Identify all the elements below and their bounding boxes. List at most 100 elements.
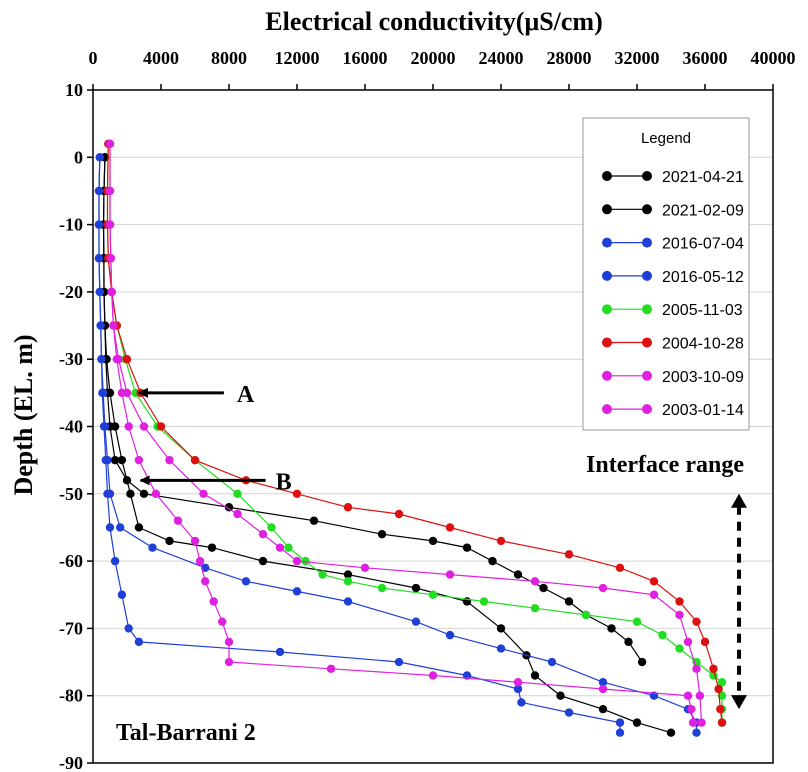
x-tick-label: 0 [89,48,98,68]
data-point [564,550,574,559]
data-point [607,624,616,633]
data-point [103,455,112,465]
legend-swatch-marker [602,270,612,281]
data-point [105,388,115,398]
data-point [692,617,701,626]
data-point [513,570,523,579]
data-point [445,523,455,532]
site-label: Tal-Barrani 2 [116,720,256,746]
data-point [445,630,455,640]
data-point [94,220,104,229]
data-point [411,617,421,626]
legend-items: 2021-04-21 2021-02-09 2016-07-04 2016-05-12… [602,169,744,419]
legend-title: Legend [641,130,691,147]
legend-item[interactable]: 2016-05-12 [602,269,744,286]
data-point [116,523,125,532]
x-tick-label: 28000 [547,48,592,68]
data-point [688,718,698,727]
legend-item[interactable]: 2021-04-21 [602,169,744,186]
x-tick-label: 40000 [751,48,796,68]
data-point [377,583,387,593]
legend-label: 2003-10-09 [662,369,744,386]
data-point [428,671,438,680]
data-point [105,220,115,229]
data-point [496,536,506,546]
legend-swatch-marker [602,304,612,315]
y-tick-label: -90 [59,753,83,772]
data-point [513,678,523,687]
data-point [97,355,106,364]
data-point [683,637,693,647]
y-tick-label: 0 [74,147,83,167]
data-point [692,657,701,667]
data-point [190,455,200,465]
data-point [530,577,540,586]
data-point [124,624,133,633]
data-point [649,577,659,586]
data-point [632,617,642,626]
data-point [301,556,310,566]
x-tick-label: 12000 [275,48,320,68]
x-tick-label: 16000 [343,48,388,68]
data-point [687,704,696,714]
data-point [105,139,115,149]
legend-item[interactable]: 2003-01-14 [602,402,744,419]
data-point [547,657,557,667]
data-point [94,186,104,196]
legend-swatch-marker [602,171,612,181]
legend-label: 2021-04-21 [662,169,744,186]
data-point [156,422,166,431]
data-point [241,577,251,586]
legend-item[interactable]: 2016-07-04 [602,236,744,253]
data-point [99,388,108,398]
series-line [98,157,698,733]
y-tick-label: -60 [59,551,83,571]
data-point [539,583,548,593]
legend-swatch-marker [642,204,652,215]
data-point [716,704,725,714]
data-point [714,684,723,694]
legend-swatch-marker [642,370,652,381]
data-point [126,489,135,498]
data-point [675,644,684,653]
legend-label: 2021-02-09 [662,202,744,219]
legend-item[interactable]: 2004-10-28 [602,336,744,353]
annotation-b: B [139,469,292,495]
data-point [233,489,242,498]
legend[interactable]: Legend 2021-04-21 2021-02-09 2016-07-04 201… [582,117,750,431]
data-point [479,597,489,606]
data-point [675,610,684,620]
data-point [107,287,116,297]
data-point [218,617,227,626]
legend-swatch-marker [602,237,612,248]
data-point [697,718,706,727]
legend-item[interactable]: 2003-10-09 [602,369,744,386]
data-point [624,637,633,647]
legend-swatch-marker [642,270,652,281]
legend-label: 2016-07-04 [662,236,744,253]
interface-range-arrowhead-top [731,493,747,508]
data-point [165,536,174,546]
data-point [139,422,149,431]
x-tick-label: 36000 [683,48,728,68]
data-point [224,657,234,667]
data-point [394,657,404,667]
data-point [632,718,642,727]
data-point [258,556,268,566]
data-point [615,728,625,737]
data-point [666,728,676,737]
data-point [122,355,132,364]
data-point [100,422,110,431]
legend-item[interactable]: 2005-11-03 [602,302,743,319]
data-point [207,543,217,552]
legend-item[interactable]: 2021-02-09 [602,202,744,219]
data-point [343,503,353,512]
data-point [95,153,105,162]
data-point [139,489,149,498]
y-tick-label: -70 [59,618,83,638]
data-point [658,630,667,640]
data-point [428,590,438,599]
data-point [326,664,336,673]
data-point [717,718,727,727]
data-point [95,287,105,297]
